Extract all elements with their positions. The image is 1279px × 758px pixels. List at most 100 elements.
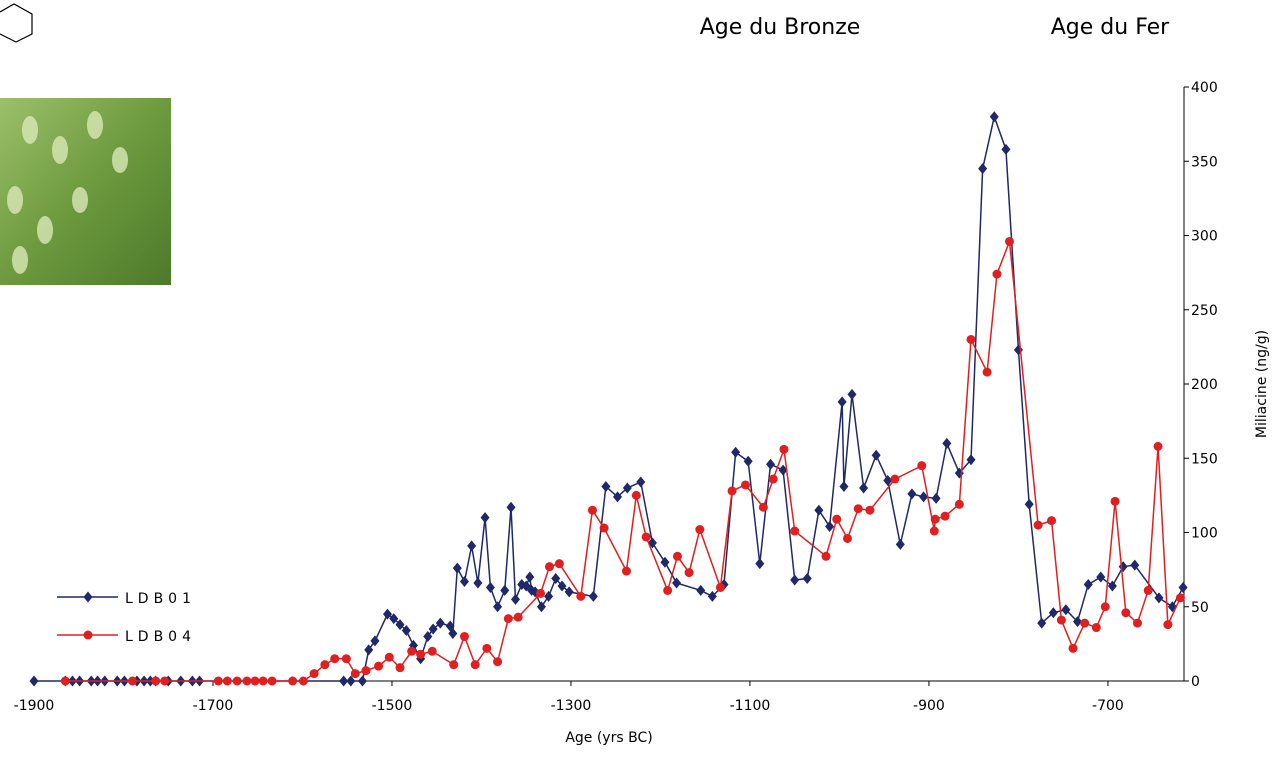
- data-point: [1176, 593, 1185, 602]
- data-point: [471, 660, 480, 669]
- data-point: [545, 562, 554, 571]
- data-point: [1057, 616, 1066, 625]
- data-point: [61, 677, 70, 686]
- data-point: [1025, 499, 1034, 510]
- x-tick-label: -1500: [372, 698, 413, 714]
- data-point: [983, 368, 992, 377]
- data-point: [847, 389, 856, 400]
- data-point: [1034, 521, 1043, 530]
- data-point: [766, 459, 775, 470]
- decoration: [0, 4, 171, 285]
- data-point: [942, 438, 951, 449]
- data-point: [822, 552, 831, 561]
- data-point: [588, 506, 597, 515]
- data-point: [1101, 602, 1110, 611]
- data-point: [342, 654, 351, 663]
- data-point: [1092, 623, 1101, 632]
- data-point: [407, 647, 416, 656]
- data-point: [695, 525, 704, 534]
- data-point: [576, 592, 585, 601]
- data-point: [493, 601, 502, 612]
- annotation: Age du Bronze: [700, 15, 861, 40]
- y-tick-label: 250: [1191, 303, 1218, 319]
- data-point: [500, 585, 509, 596]
- data-point: [259, 677, 268, 686]
- data-point: [872, 450, 881, 461]
- x-tick-label: -1100: [730, 698, 771, 714]
- data-point: [1144, 586, 1153, 595]
- data-point: [242, 677, 251, 686]
- data-point: [1049, 607, 1058, 618]
- data-point: [525, 572, 534, 583]
- legend-marker: [84, 592, 93, 603]
- data-point: [233, 677, 242, 686]
- legend-label: LDB01: [125, 591, 196, 607]
- data-point: [696, 585, 705, 596]
- data-point: [385, 653, 394, 662]
- data-point: [1037, 618, 1046, 629]
- data-point: [1111, 497, 1120, 506]
- data-point: [358, 676, 367, 687]
- data-point: [741, 480, 750, 489]
- y-axis-label: Miliacine (ng/g): [1254, 330, 1270, 438]
- data-point: [622, 567, 631, 576]
- data-point: [932, 493, 941, 504]
- data-point: [990, 111, 999, 122]
- chart: Age du Bronze Age du Fer Age (yrs BC) Mi…: [0, 0, 1279, 754]
- data-point: [1047, 516, 1056, 525]
- data-point: [1084, 579, 1093, 590]
- data-point: [1005, 237, 1014, 246]
- y-tick-label: 150: [1191, 451, 1218, 467]
- data-point: [251, 677, 260, 686]
- data-point: [555, 559, 564, 568]
- data-point: [1119, 561, 1128, 572]
- data-point: [769, 475, 778, 484]
- data-point: [642, 532, 651, 541]
- data-point: [744, 456, 753, 467]
- data-point: [160, 677, 169, 686]
- data-point: [1080, 619, 1089, 628]
- data-point: [941, 512, 950, 521]
- y-tick-label: 0: [1191, 674, 1200, 690]
- data-point: [416, 650, 425, 659]
- data-point: [330, 654, 339, 663]
- data-point: [728, 486, 737, 495]
- data-point: [482, 644, 491, 653]
- data-point: [467, 540, 476, 551]
- data-point: [779, 445, 788, 454]
- data-point: [151, 677, 160, 686]
- data-point: [428, 647, 437, 656]
- data-point: [1163, 620, 1172, 629]
- data-point: [128, 677, 137, 686]
- legend-label: LDB04: [125, 629, 196, 645]
- data-point: [843, 534, 852, 543]
- data-point: [486, 582, 495, 593]
- y-tick-label: 50: [1191, 600, 1209, 616]
- data-point: [931, 515, 940, 524]
- y-tick-label: 200: [1191, 377, 1218, 393]
- data-point: [663, 586, 672, 595]
- data-point: [453, 563, 462, 574]
- data-point: [755, 558, 764, 569]
- data-point: [1154, 442, 1163, 451]
- data-point: [1121, 608, 1130, 617]
- y-tick-label: 300: [1191, 229, 1218, 245]
- data-point: [268, 677, 277, 686]
- data-point: [1014, 344, 1023, 355]
- data-point: [731, 447, 740, 458]
- data-point: [511, 594, 520, 605]
- data-point: [374, 662, 383, 671]
- data-point: [1096, 572, 1105, 583]
- data-point: [854, 504, 863, 513]
- data-point: [896, 539, 905, 550]
- legend-marker: [84, 631, 93, 640]
- data-point: [1069, 644, 1078, 653]
- x-tick-label: -1300: [551, 698, 592, 714]
- data-point: [955, 500, 964, 509]
- data-point: [601, 481, 610, 492]
- data-point: [673, 552, 682, 561]
- annotation: Age du Fer: [1051, 15, 1170, 40]
- data-point: [890, 475, 899, 484]
- data-point: [460, 576, 469, 587]
- data-point: [299, 677, 308, 686]
